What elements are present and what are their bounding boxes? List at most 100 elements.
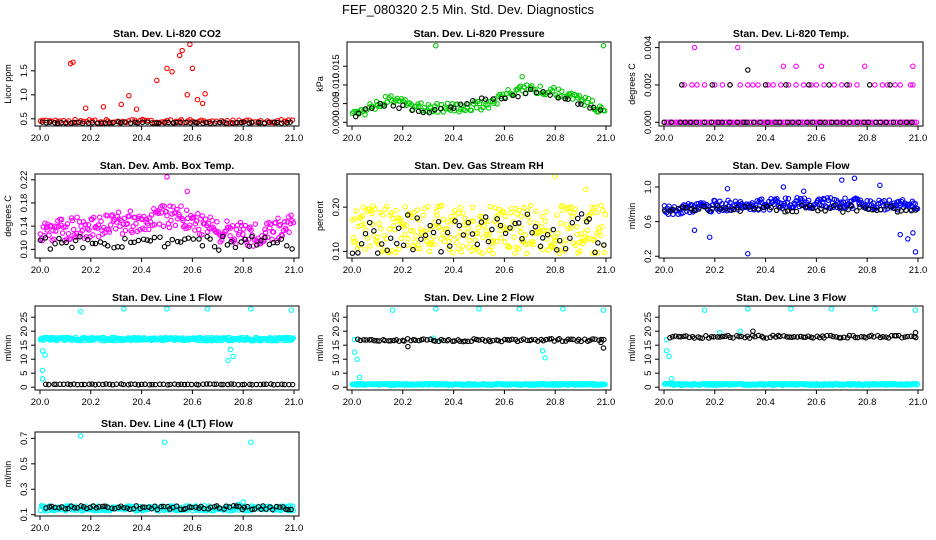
- data-point: [439, 202, 445, 209]
- data-point: [523, 241, 529, 248]
- data-point: [115, 119, 122, 125]
- data-point: [458, 249, 465, 255]
- x-tick-label: 21.0: [285, 397, 304, 408]
- data-point: [107, 222, 114, 228]
- data-point: [540, 247, 547, 253]
- data-point: [515, 245, 522, 252]
- data-point: [122, 235, 128, 242]
- data-point: [194, 120, 200, 126]
- data-point: [68, 120, 74, 126]
- data-point: [80, 504, 87, 510]
- data-point: [392, 249, 399, 256]
- data-point: [119, 231, 126, 237]
- data-point: [270, 239, 277, 246]
- chart-panel: Stan. Dev. Sample Flow ml/min 20.0 20.2 20.4…: [627, 160, 927, 276]
- data-point: [460, 232, 467, 238]
- data-point: [362, 230, 369, 237]
- data-point: [288, 506, 294, 513]
- x-tick-label: 20.6: [183, 397, 202, 408]
- data-point: [362, 246, 368, 252]
- data-point: [184, 188, 191, 195]
- data-point: [289, 336, 296, 342]
- data-point: [99, 503, 106, 510]
- x-tick-label: 20.6: [495, 133, 514, 144]
- data-point: [701, 203, 707, 210]
- data-points: [661, 44, 920, 126]
- data-point: [351, 349, 358, 355]
- data-point: [238, 239, 244, 245]
- data-point: [683, 205, 689, 211]
- data-point: [696, 206, 702, 212]
- data-point: [218, 381, 224, 388]
- data-point: [48, 503, 55, 510]
- data-point: [883, 119, 890, 126]
- data-point: [86, 117, 93, 123]
- data-point: [405, 235, 411, 242]
- data-point: [691, 44, 698, 51]
- data-point: [279, 232, 286, 239]
- y-tick-label: 0.000: [643, 110, 654, 134]
- data-point: [661, 207, 668, 213]
- data-point: [684, 208, 690, 214]
- data-point: [887, 82, 893, 88]
- data-point: [880, 334, 886, 340]
- data-point: [241, 504, 248, 511]
- data-point: [199, 100, 206, 107]
- data-point: [750, 328, 756, 334]
- data-point: [509, 336, 515, 343]
- data-point: [477, 213, 483, 220]
- data-point: [151, 222, 158, 228]
- data-point: [63, 239, 70, 246]
- data-point: [192, 221, 199, 227]
- data-point: [252, 221, 259, 227]
- data-point: [846, 332, 853, 339]
- y-tick-label: 1.0: [19, 88, 30, 101]
- data-point: [788, 334, 795, 341]
- data-point: [154, 506, 161, 513]
- data-point: [50, 228, 56, 234]
- data-point: [203, 381, 210, 387]
- data-point: [770, 332, 776, 339]
- x-tick-label: 20.0: [655, 397, 674, 408]
- data-point: [757, 119, 763, 126]
- data-point: [389, 307, 396, 313]
- data-point: [165, 240, 171, 247]
- data-point: [72, 237, 79, 244]
- data-point: [744, 119, 750, 126]
- data-point: [372, 206, 378, 212]
- data-point: [269, 119, 275, 126]
- data-point: [408, 214, 415, 221]
- chart-panel: Stan. Dev. Line 1 Flow ml/min 20.0 20.2 20.4…: [3, 292, 303, 408]
- data-point: [543, 336, 549, 343]
- data-point: [880, 119, 886, 126]
- data-point: [454, 101, 461, 107]
- data-point: [457, 228, 463, 235]
- data-point: [455, 245, 461, 252]
- data-point: [589, 336, 596, 342]
- y-tick-label: 20: [643, 326, 654, 337]
- data-points: [349, 42, 608, 120]
- x-tick-label: 20.6: [807, 133, 826, 144]
- data-point: [102, 120, 109, 126]
- data-point: [842, 195, 848, 201]
- data-point: [559, 88, 565, 94]
- data-point: [452, 213, 459, 219]
- y-tick-label: 1.0: [643, 180, 654, 193]
- y-tick-label: 5: [19, 371, 30, 376]
- data-point: [465, 225, 471, 231]
- plot-frame: [34, 305, 300, 391]
- data-point: [584, 227, 591, 233]
- data-point: [249, 233, 255, 240]
- data-point: [527, 86, 534, 93]
- data-point: [676, 333, 682, 340]
- data-point: [833, 119, 840, 126]
- data-point: [906, 119, 913, 126]
- data-point: [905, 236, 911, 242]
- x-tick-label: 20.2: [82, 523, 101, 534]
- data-point: [70, 59, 76, 65]
- data-point: [592, 204, 599, 210]
- data-point: [166, 506, 173, 512]
- data-point: [138, 381, 145, 388]
- data-point: [46, 381, 52, 388]
- data-point: [476, 337, 482, 343]
